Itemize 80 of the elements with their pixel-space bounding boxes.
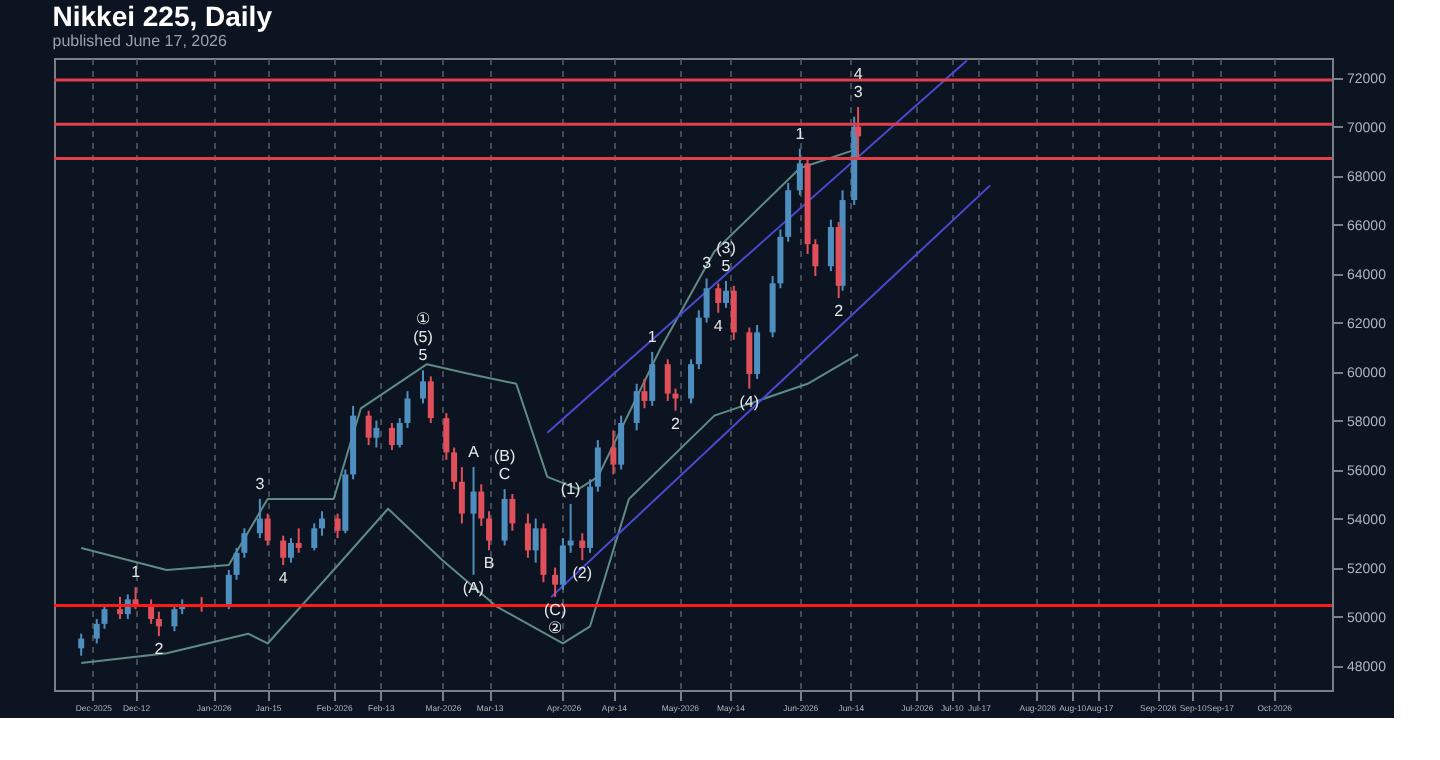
- annotation: ①: [416, 310, 431, 329]
- annotation: (4): [739, 392, 760, 411]
- candlestick: [334, 512, 341, 540]
- candlestick: [695, 309, 702, 371]
- candlestick: [78, 632, 85, 657]
- candlestick: [478, 483, 485, 527]
- candlestick: [311, 522, 318, 552]
- candlestick: [618, 414, 625, 471]
- candlestick: [373, 419, 380, 449]
- candlestick: [649, 350, 656, 407]
- annotation: A: [468, 443, 481, 462]
- annotation: 3: [255, 474, 266, 493]
- annotation: 3: [853, 82, 864, 101]
- annotation: 2: [671, 414, 682, 433]
- candlestick: [855, 105, 862, 160]
- candlestick: [796, 147, 803, 197]
- candlestick: [264, 512, 271, 547]
- candlestick: [319, 510, 326, 537]
- chart-title: Nikkei 225, Daily: [52, 0, 273, 32]
- annotation: B: [483, 554, 495, 573]
- candlestick: [365, 409, 372, 447]
- candlestick: [746, 326, 753, 390]
- candlestick: [785, 181, 792, 243]
- candlestick: [641, 377, 648, 410]
- candlestick: [486, 510, 493, 552]
- candlestick: [256, 497, 263, 540]
- annotation: 5: [721, 256, 732, 275]
- candlestick: [420, 369, 427, 405]
- annotation: ②: [548, 618, 563, 637]
- candlestick: [688, 358, 695, 405]
- candlestick: [458, 466, 465, 525]
- candlestick: [594, 439, 601, 493]
- annotation: C: [498, 465, 511, 484]
- candlestick: [664, 358, 671, 402]
- candlestick: [470, 466, 477, 576]
- candlestick: [540, 522, 547, 584]
- annotation: (3): [716, 238, 737, 257]
- candlestick: [579, 532, 586, 562]
- candlestick: [451, 446, 458, 491]
- candlestick: [559, 537, 566, 591]
- candlestick: [715, 282, 722, 314]
- annotation: 4: [713, 316, 724, 335]
- candlestick: [117, 595, 124, 620]
- line-series: [80, 353, 860, 665]
- candlestick: [610, 429, 617, 476]
- candlestick: [633, 382, 640, 432]
- candlestick: [287, 537, 294, 564]
- annotation: (5): [413, 328, 434, 347]
- candlestick: [501, 488, 508, 547]
- candlestick: [171, 603, 178, 633]
- candlestick: [723, 279, 730, 309]
- annotation: (B): [493, 447, 516, 466]
- annotation: 2: [154, 640, 165, 659]
- candlestick: [827, 218, 834, 273]
- candlestick: [552, 566, 559, 598]
- annotation: (2): [572, 564, 593, 583]
- candlestick: [225, 568, 232, 611]
- candlestick: [703, 277, 710, 324]
- candlestick: [754, 324, 761, 380]
- candlestick: [155, 610, 162, 638]
- candlestick: [280, 534, 287, 567]
- annotation: 5: [418, 346, 429, 365]
- candlestick: [427, 375, 434, 424]
- annotation: 4: [853, 64, 864, 83]
- candlestick: [132, 586, 139, 611]
- annotation: 2: [834, 302, 845, 321]
- candlestick: [388, 421, 395, 451]
- candlestick: [524, 512, 531, 559]
- annotation: 3: [702, 254, 713, 273]
- annotation: 1: [131, 563, 142, 582]
- annotation: 1: [795, 124, 806, 143]
- candlestick: [443, 412, 450, 461]
- candlestick: [509, 493, 516, 532]
- chart-subtitle: published June 17, 2026: [52, 32, 228, 50]
- annotation: (A): [462, 578, 485, 597]
- annotation: (1): [560, 479, 582, 498]
- annotation: 4: [278, 569, 289, 588]
- candlestick: [295, 527, 302, 554]
- candlestick: [532, 517, 539, 564]
- candlestick: [730, 284, 737, 341]
